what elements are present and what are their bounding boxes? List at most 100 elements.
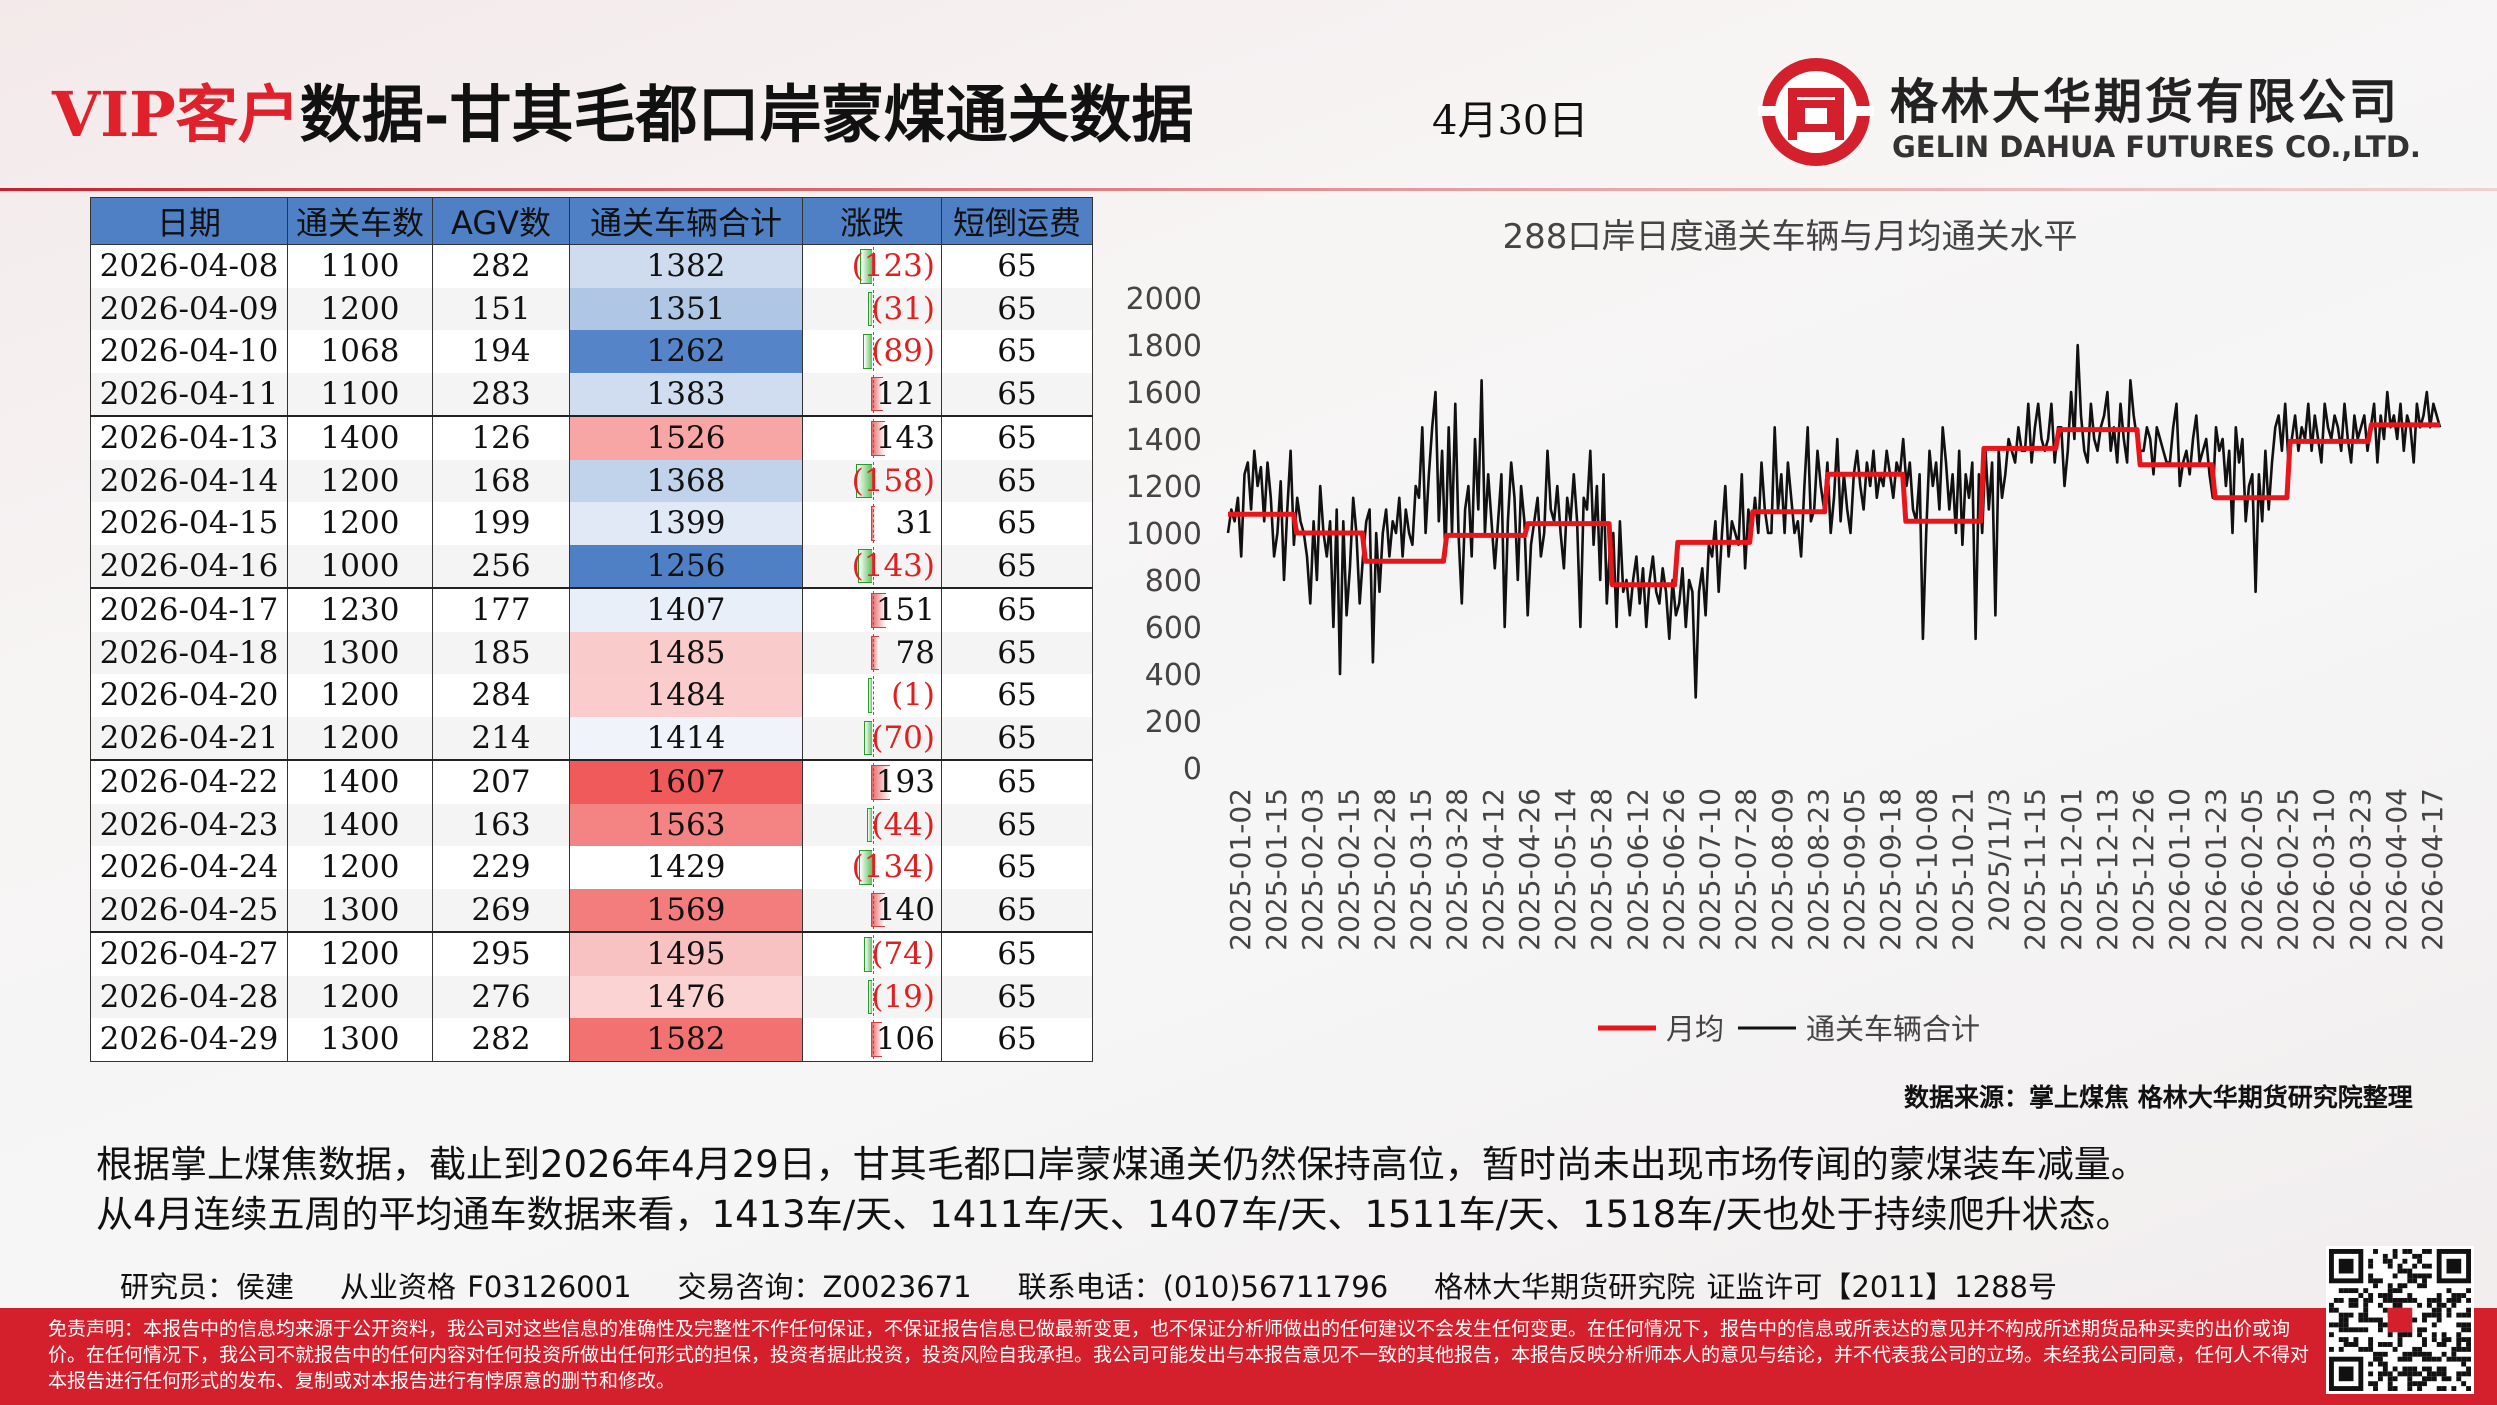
qr-module <box>2431 1312 2437 1318</box>
qr-module <box>2436 1386 2442 1391</box>
qr-module <box>2368 1342 2374 1347</box>
qr-module <box>2338 1258 2354 1274</box>
qr-module <box>2358 1317 2364 1323</box>
cell-fee: 65 <box>941 1018 1093 1062</box>
qr-module <box>2412 1253 2418 1259</box>
title-main: 数据-甘其毛都口岸蒙煤通关数据 <box>299 78 1194 151</box>
qr-module <box>2451 1346 2457 1352</box>
qr-module <box>2368 1293 2374 1298</box>
x-tick-label: 2025-08-09 <box>1766 788 1799 951</box>
legend-label: 通关车辆合计 <box>1806 1012 1980 1046</box>
qr-module <box>2387 1386 2393 1391</box>
y-tick-label: 1800 <box>1126 329 1202 364</box>
qr-module <box>2441 1376 2447 1382</box>
chart-title: 288口岸日度通关车辆与月均通关水平 <box>1503 217 2078 257</box>
change-value: 121 <box>875 375 935 412</box>
table-row: 2026-04-18 1300 185 1485 78 65 <box>90 631 1093 674</box>
cell-agv: 177 <box>432 587 570 632</box>
cell-fee: 65 <box>941 674 1093 717</box>
qr-module <box>2353 1327 2359 1333</box>
qr-module <box>2441 1371 2447 1377</box>
qr-module <box>2382 1322 2388 1328</box>
qr-module <box>2417 1371 2423 1377</box>
x-tick-label: 2025-04-26 <box>1513 788 1546 951</box>
qr-module <box>2436 1302 2442 1308</box>
table-row: 2026-04-23 1400 163 1563 (44) 65 <box>90 803 1093 846</box>
change-axis <box>873 1020 874 1059</box>
qr-module <box>2466 1337 2471 1343</box>
y-tick-label: 1400 <box>1126 423 1202 458</box>
qr-module <box>2363 1288 2369 1294</box>
change-value: (44) <box>871 806 935 843</box>
x-tick-label: 2026-02-25 <box>2272 788 2305 951</box>
qr-module <box>2382 1342 2388 1347</box>
qr-module <box>2466 1346 2471 1352</box>
cell-change: (134) <box>802 846 942 889</box>
x-tick-label: 2025-11-15 <box>2019 788 2052 951</box>
qr-module <box>2466 1327 2471 1333</box>
cell-date: 2026-04-14 <box>90 459 288 502</box>
x-tick-label: 2026-01-10 <box>2163 788 2196 951</box>
change-value: 31 <box>895 505 935 542</box>
cell-agv: 283 <box>432 372 570 416</box>
qr-module <box>2431 1307 2437 1313</box>
x-tick-label: 2025-05-28 <box>1585 788 1618 951</box>
qr-module <box>2461 1356 2467 1362</box>
qr-module <box>2461 1337 2467 1343</box>
cell-agv: 194 <box>432 330 570 373</box>
cell-fee: 65 <box>941 716 1093 760</box>
qr-module <box>2377 1293 2383 1298</box>
cell-change: (89) <box>802 330 942 373</box>
x-tick-label: 2025-09-05 <box>1838 788 1871 951</box>
cell-agv: 295 <box>432 931 570 976</box>
qr-module <box>2333 1322 2339 1328</box>
summary-text: 根据掌上煤焦数据，截止到2026年4月29日，甘其毛都口岸蒙煤通关仍然保持高位，… <box>96 1140 2148 1240</box>
cell-change: (70) <box>802 716 942 760</box>
cell-date: 2026-04-09 <box>90 287 288 330</box>
cell-cars: 1200 <box>287 502 433 545</box>
qr-module <box>2368 1273 2374 1279</box>
cell-date: 2026-04-08 <box>90 244 288 288</box>
disclaimer-bar <box>0 1308 2497 1405</box>
x-tick-label: 2025-12-13 <box>2091 788 2124 951</box>
qr-module <box>2422 1366 2427 1372</box>
change-axis <box>873 374 874 413</box>
qr-module <box>2461 1381 2467 1387</box>
qr-module <box>2422 1317 2427 1323</box>
change-value: (31) <box>871 290 935 327</box>
x-tick-label: 2026-03-23 <box>2344 788 2377 951</box>
table-row: 2026-04-13 1400 126 1526 143 65 <box>90 415 1093 460</box>
qr-module <box>2412 1263 2418 1269</box>
qr-module <box>2422 1342 2427 1347</box>
y-tick-label: 1200 <box>1126 470 1202 505</box>
cell-date: 2026-04-20 <box>90 674 288 717</box>
table-row: 2026-04-10 1068 194 1262 (89) 65 <box>90 330 1093 373</box>
qr-module <box>2407 1376 2413 1382</box>
qr-module <box>2387 1283 2393 1289</box>
cell-agv: 214 <box>432 716 570 760</box>
qr-module <box>2368 1371 2374 1377</box>
qr-module <box>2407 1381 2413 1387</box>
qr-module <box>2422 1273 2427 1279</box>
change-bar <box>858 850 872 885</box>
x-tick-label: 2026-04-04 <box>2380 788 2413 951</box>
title-vip: VIP客户 <box>52 78 300 151</box>
change-value: 106 <box>875 1021 935 1058</box>
qr-module <box>2368 1317 2374 1323</box>
qr-module <box>2338 1288 2344 1294</box>
qr-module <box>2353 1297 2359 1303</box>
x-tick-label: 2025-10-21 <box>1946 788 1979 951</box>
cell-change: (1) <box>802 674 942 717</box>
qr-module <box>2397 1342 2403 1347</box>
table-row: 2026-04-15 1200 199 1399 31 65 <box>90 502 1093 545</box>
qr-module <box>2392 1288 2398 1294</box>
y-tick-label: 0 <box>1183 752 1202 787</box>
qr-module <box>2436 1342 2442 1347</box>
qr-module <box>2402 1249 2408 1254</box>
cell-change: (74) <box>802 931 942 976</box>
qr-module <box>2407 1249 2413 1254</box>
qr-module <box>2407 1371 2413 1377</box>
qr-module <box>2417 1351 2423 1357</box>
x-tick-label: 2026-01-23 <box>2199 788 2232 951</box>
qr-module <box>2446 1356 2452 1362</box>
